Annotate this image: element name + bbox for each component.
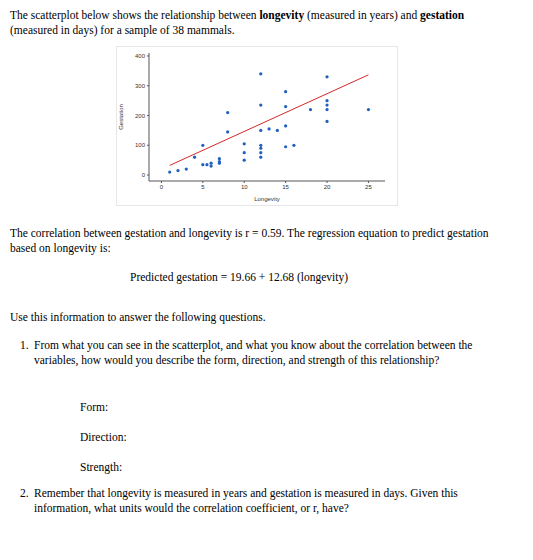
svg-text:100: 100 [135,142,146,148]
html-text:(measured in days) for a sampl: (measured in days) for a sample of 38 ma… [10,24,235,36]
svg-text:300: 300 [135,83,146,89]
html-text:Form:: Form: [80,401,109,413]
svg-text:15: 15 [282,184,289,190]
html-text:Predicted gestation = 19.66 +: Predicted gestation = 19.66 + 12.68 (lon… [130,271,348,283]
svg-text:25: 25 [365,184,372,190]
html-text:Use this information to answer: Use this information to answer the follo… [10,311,266,323]
svg-text:10: 10 [241,184,248,190]
html-text:The scatterplot below shows th: The scatterplot below shows the relation… [10,9,465,21]
svg-text:Gestation: Gestation [118,104,124,130]
html-text:The correlation between gestat: The correlation between gestation and lo… [10,227,489,254]
html-text:Strength:: Strength: [80,461,123,473]
svg-text:0: 0 [160,184,164,190]
html-text:Direction:: Direction: [80,431,127,443]
svg-text:5: 5 [201,184,205,190]
html-text:Remember that longevity is mea: Remember that longevity is measured in y… [34,487,458,514]
svg-text:20: 20 [324,184,331,190]
html-text:2.: 2. [20,487,29,499]
svg-text:200: 200 [135,113,146,119]
html-text:From what you can see in the s: From what you can see in the scatterplot… [34,339,473,366]
svg-text:0: 0 [142,172,146,178]
html-text:1.: 1. [20,339,29,351]
svg-text:400: 400 [135,53,146,59]
svg-text:Longevity: Longevity [254,196,280,202]
